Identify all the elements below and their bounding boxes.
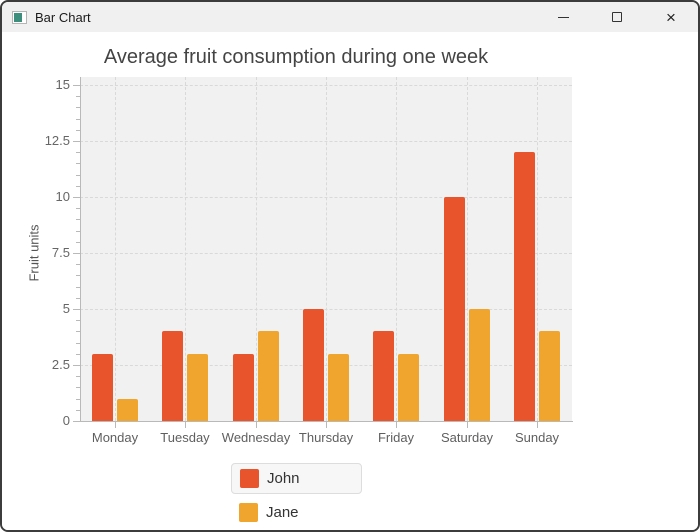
legend-item-jane[interactable]: Jane — [231, 497, 362, 528]
y-minor-tick — [76, 185, 80, 187]
y-minor-tick — [76, 353, 80, 355]
y-minor-tick — [76, 174, 80, 176]
legend-label-jane: Jane — [266, 504, 299, 521]
y-minor-tick — [76, 208, 80, 210]
y-minor-tick — [76, 409, 80, 411]
x-tick — [537, 421, 538, 428]
minimize-icon — [557, 16, 569, 18]
titlebar[interactable]: Bar Chart × — [2, 2, 698, 32]
y-minor-tick — [76, 163, 80, 165]
y-minor-tick — [76, 297, 80, 299]
bar-jane-tuesday[interactable] — [187, 354, 208, 421]
y-minor-tick — [76, 96, 80, 98]
maximize-icon — [612, 12, 622, 22]
x-tick-label-tuesday: Tuesday — [160, 430, 210, 445]
grid-line-x-friday — [396, 77, 397, 421]
bar-jane-saturday[interactable] — [469, 309, 490, 421]
legend-item-john[interactable]: John — [231, 463, 362, 494]
y-tick-label: 10 — [55, 189, 70, 204]
y-minor-tick — [76, 376, 80, 378]
y-minor-tick — [76, 241, 80, 243]
x-tick — [326, 421, 327, 428]
bar-jane-monday[interactable] — [117, 399, 138, 421]
x-tick-label-thursday: Thursday — [298, 430, 354, 445]
legend-marker-john-icon — [240, 469, 259, 488]
y-tick-label: 5 — [62, 301, 70, 316]
bar-john-thursday[interactable] — [303, 309, 324, 421]
grid-line-x-sunday — [537, 77, 538, 421]
y-minor-tick — [76, 107, 80, 109]
y-tick-label: 2.5 — [51, 357, 70, 372]
y-major-tick — [73, 197, 80, 198]
y-minor-tick — [76, 152, 80, 154]
y-minor-tick — [76, 320, 80, 322]
y-minor-tick — [76, 387, 80, 389]
y-major-tick — [73, 253, 80, 254]
grid-line-x-wednesday — [256, 77, 257, 421]
y-major-tick — [73, 309, 80, 310]
close-button[interactable]: × — [644, 2, 698, 32]
window-title: Bar Chart — [35, 9, 91, 25]
y-minor-tick — [76, 230, 80, 232]
y-tick-label: 0 — [62, 413, 70, 428]
bar-john-tuesday[interactable] — [162, 331, 183, 421]
x-tick-label-sunday: Sunday — [514, 430, 560, 445]
bar-jane-friday[interactable] — [398, 354, 419, 421]
chart-title: Average fruit consumption during one wee… — [103, 46, 489, 68]
bar-john-monday[interactable] — [92, 354, 113, 421]
y-axis-line — [80, 77, 81, 421]
grid-line-x-saturday — [467, 77, 468, 421]
x-tick — [396, 421, 397, 428]
y-minor-tick — [76, 275, 80, 277]
x-tick-label-monday: Monday — [91, 430, 139, 445]
x-tick — [256, 421, 257, 428]
y-minor-tick — [76, 286, 80, 288]
y-minor-tick — [76, 331, 80, 333]
y-minor-tick — [76, 129, 80, 131]
minimize-button[interactable] — [536, 2, 590, 32]
grid-line-x-tuesday — [185, 77, 186, 421]
legend-marker-jane-icon — [239, 503, 258, 522]
y-minor-tick — [76, 219, 80, 221]
x-tick-label-saturday: Saturday — [440, 430, 494, 445]
y-minor-tick — [76, 398, 80, 400]
x-tick — [467, 421, 468, 428]
maximize-button[interactable] — [590, 2, 644, 32]
bar-john-sunday[interactable] — [514, 152, 535, 421]
y-minor-tick — [76, 118, 80, 120]
y-major-tick — [73, 365, 80, 366]
y-major-tick — [73, 141, 80, 142]
bar-jane-wednesday[interactable] — [258, 331, 279, 421]
grid-line-x-monday — [115, 77, 116, 421]
x-tick — [185, 421, 186, 428]
grid-line-x-thursday — [326, 77, 327, 421]
bar-john-saturday[interactable] — [444, 197, 465, 421]
x-tick-label-friday: Friday — [377, 430, 415, 445]
y-major-tick — [73, 85, 80, 86]
close-icon: × — [666, 7, 676, 27]
bar-jane-sunday[interactable] — [539, 331, 560, 421]
x-tick — [115, 421, 116, 428]
y-tick-label: 7.5 — [51, 245, 70, 260]
bar-jane-thursday[interactable] — [328, 354, 349, 421]
y-tick-label: 15 — [55, 77, 70, 92]
bar-chart: Average fruit consumption during one wee… — [2, 32, 698, 530]
bar-john-wednesday[interactable] — [233, 354, 254, 421]
y-major-tick — [73, 421, 80, 422]
y-minor-tick — [76, 342, 80, 344]
app-window-icon — [12, 10, 27, 24]
x-tick-label-wednesday: Wednesday — [221, 430, 291, 445]
window-controls: × — [536, 2, 698, 32]
legend-label-john: John — [267, 470, 300, 487]
y-tick-label: 12.5 — [44, 133, 70, 148]
bar-john-friday[interactable] — [373, 331, 394, 421]
y-minor-tick — [76, 264, 80, 266]
